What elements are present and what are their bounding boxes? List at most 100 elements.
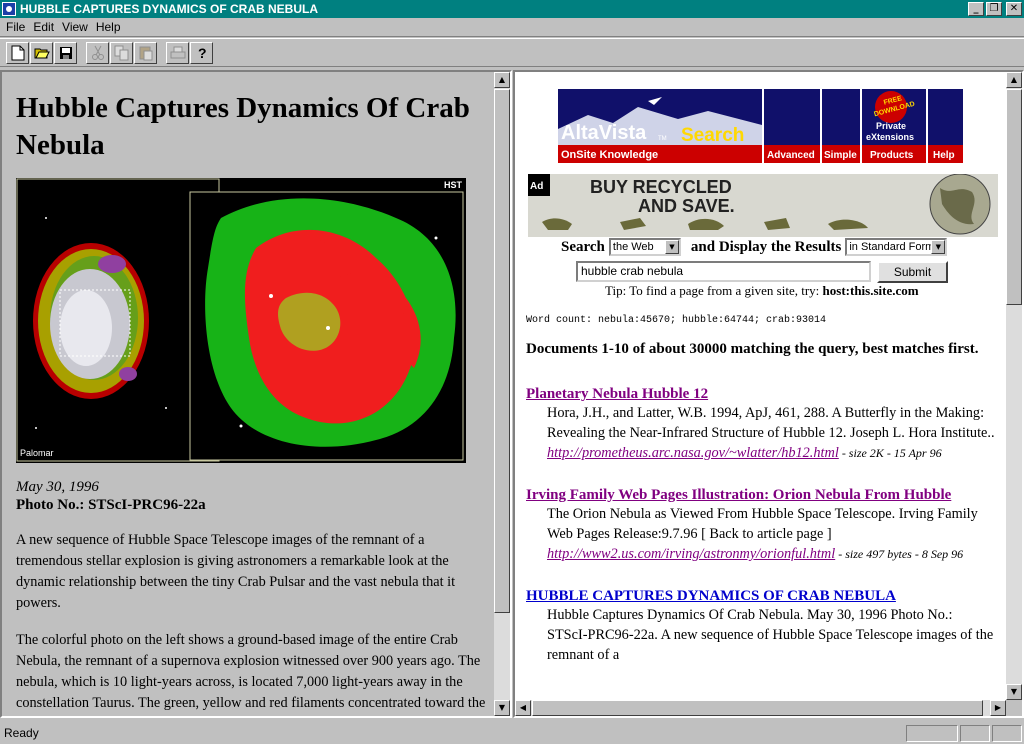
toolbar: ?	[0, 38, 1024, 67]
crab-nebula-image: HST Palomar	[16, 178, 466, 463]
scroll-thumb[interactable]	[494, 89, 510, 613]
result-title-link[interactable]: Planetary Nebula Hubble 12	[526, 386, 709, 402]
window-controls: _ ❐ ✕	[968, 2, 1022, 16]
list-item: HUBBLE CAPTURES DYNAMICS OF CRAB NEBULA …	[526, 588, 996, 665]
app-icon[interactable]	[2, 2, 16, 16]
cut-icon[interactable]	[86, 41, 109, 64]
hst-label: HST	[444, 180, 463, 190]
result-url-link[interactable]: http://prometheus.arc.nasa.gov/~wlatter/…	[547, 445, 839, 461]
scroll-thumb[interactable]	[1006, 89, 1022, 305]
menu-bar: File Edit View Help	[0, 18, 1024, 37]
svg-text:?: ?	[198, 45, 207, 61]
free-badge-line1: FREE	[883, 95, 903, 107]
result-snippet: The Orion Nebula as Viewed From Hubble S…	[547, 506, 978, 542]
list-item: Planetary Nebula Hubble 12 Hora, J.H., a…	[526, 386, 996, 463]
results-summary: Documents 1-10 of about 30000 matching t…	[526, 341, 979, 357]
search-results-pane[interactable]: AltaVista TM Search OnSite Knowledge Adv…	[513, 70, 1024, 718]
result-snippet: Hubble Captures Dynamics Of Crab Nebula.…	[547, 607, 994, 663]
scroll-corner	[1006, 700, 1022, 716]
save-icon[interactable]	[54, 41, 77, 64]
result-url-link[interactable]: http://www2.us.com/irving/astronmy/orion…	[547, 546, 836, 562]
close-button[interactable]: ✕	[1006, 2, 1022, 16]
altavista-search-word: Search	[681, 125, 744, 146]
scroll-up-arrow-icon[interactable]: ▲	[1006, 72, 1022, 88]
menu-view[interactable]: View	[62, 20, 88, 34]
ad-line1: BUY RECYCLED	[590, 177, 732, 197]
scroll-down-arrow-icon[interactable]: ▼	[494, 700, 510, 716]
list-item: Irving Family Web Pages Illustration: Or…	[526, 487, 996, 564]
ad-line2: AND SAVE.	[638, 196, 735, 216]
results-vertical-scrollbar[interactable]: ▲ ▼	[1006, 72, 1022, 700]
altavista-logo: AltaVista	[561, 122, 647, 144]
status-text: Ready	[4, 726, 39, 740]
article-vertical-scrollbar[interactable]: ▲ ▼	[494, 72, 510, 716]
status-bar: Ready	[0, 722, 1024, 744]
scroll-down-arrow-icon[interactable]: ▼	[1006, 684, 1022, 700]
display-form-value: in Standard Form	[849, 241, 935, 253]
maximize-button[interactable]: ❐	[986, 2, 1002, 16]
result-snippet: Hora, J.H., and Latter, W.B. 1994, ApJ, …	[547, 405, 995, 441]
word-count: Word count: nebula:45670; hubble:64744; …	[526, 315, 827, 326]
altavista-help-tab[interactable]: Help	[933, 150, 955, 161]
chevron-down-icon[interactable]: ▼	[931, 240, 946, 254]
palomar-label: Palomar	[20, 448, 54, 458]
results-list: Planetary Nebula Hubble 12 Hora, J.H., a…	[526, 386, 996, 689]
display-form-select[interactable]: in Standard Form ▼	[845, 238, 948, 256]
private-extensions-line2: eXtensions	[866, 132, 914, 142]
altavista-tagline: OnSite Knowledge	[561, 149, 658, 161]
private-extensions-line1: Private	[876, 121, 906, 131]
scroll-left-arrow-icon[interactable]: ◀	[515, 700, 531, 716]
altavista-trademark: TM	[658, 136, 667, 142]
tip-text: Tip: To find a page from a given site, t…	[605, 283, 820, 298]
search-input[interactable]: hubble crab nebula	[576, 261, 871, 282]
scroll-thumb[interactable]	[532, 700, 983, 716]
article-pane[interactable]: Hubble Captures Dynamics Of Crab Nebula	[0, 70, 512, 718]
search-label: Search	[561, 238, 605, 255]
scroll-right-arrow-icon[interactable]: ▶	[990, 700, 1006, 716]
result-body: Hora, J.H., and Latter, W.B. 1994, ApJ, …	[547, 403, 996, 463]
results-horizontal-scrollbar[interactable]: ◀ ▶	[515, 700, 1006, 716]
article-date: May 30, 1996	[16, 479, 99, 495]
open-folder-icon[interactable]	[30, 41, 53, 64]
altavista-products-tab[interactable]: Products	[870, 150, 914, 161]
result-meta: - size 497 bytes - 8 Sep 96	[835, 547, 964, 561]
new-document-icon[interactable]	[6, 41, 29, 64]
result-body: Hubble Captures Dynamics Of Crab Nebula.…	[547, 605, 996, 665]
result-meta: - size 2K - 15 Apr 96	[838, 446, 942, 460]
chevron-down-icon[interactable]: ▼	[664, 240, 679, 254]
status-panel	[960, 724, 990, 742]
menu-file[interactable]: File	[6, 20, 26, 34]
window-title: HUBBLE CAPTURES DYNAMICS OF CRAB NEBULA	[20, 2, 319, 16]
ad-tag: Ad	[530, 181, 543, 192]
article-paragraph: The colorful photo on the left shows a g…	[16, 632, 486, 711]
paste-icon[interactable]	[134, 41, 157, 64]
help-icon[interactable]: ?	[190, 41, 213, 64]
status-panel	[992, 724, 1022, 742]
search-scope-value: the Web	[612, 241, 654, 253]
result-title-link[interactable]: HUBBLE CAPTURES DYNAMICS OF CRAB NEBULA	[526, 588, 896, 604]
result-body: The Orion Nebula as Viewed From Hubble S…	[547, 504, 996, 564]
photo-number: Photo No.: STScI-PRC96-22a	[16, 497, 206, 513]
altavista-simple-tab[interactable]: Simple	[824, 150, 857, 161]
submit-button[interactable]: Submit	[877, 261, 948, 283]
article-paragraph: A new sequence of Hubble Space Telescope…	[16, 532, 456, 611]
display-label: and Display the Results	[690, 238, 842, 255]
search-scope-select[interactable]: the Web ▼	[608, 238, 681, 256]
altavista-banner: AltaVista TM Search OnSite Knowledge Adv…	[558, 89, 963, 163]
minimize-button[interactable]: _	[968, 2, 984, 16]
menu-help[interactable]: Help	[95, 20, 121, 34]
result-title-link[interactable]: Irving Family Web Pages Illustration: Or…	[526, 487, 952, 503]
article-content: Hubble Captures Dynamics Of Crab Nebula	[16, 90, 486, 716]
scroll-up-arrow-icon[interactable]: ▲	[494, 72, 510, 88]
title-bar: HUBBLE CAPTURES DYNAMICS OF CRAB NEBULA …	[0, 0, 1024, 18]
article-title: Hubble Captures Dynamics Of Crab Nebula	[16, 92, 470, 161]
print-icon[interactable]	[166, 41, 189, 64]
tip-example: host:this.site.com	[822, 283, 919, 298]
recycled-ad-banner[interactable]: Ad BUY RECYCLED AND SAVE.	[528, 174, 998, 237]
status-panel	[906, 724, 958, 742]
copy-icon[interactable]	[110, 41, 133, 64]
search-tip: Tip: To find a page from a given site, t…	[605, 283, 919, 299]
search-controls: Search the Web ▼ and Display the Results…	[561, 238, 948, 256]
altavista-advanced-tab[interactable]: Advanced	[767, 150, 815, 161]
menu-edit[interactable]: Edit	[33, 20, 55, 34]
